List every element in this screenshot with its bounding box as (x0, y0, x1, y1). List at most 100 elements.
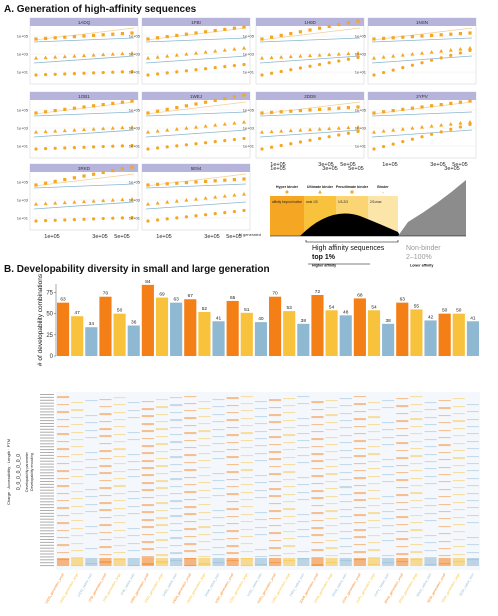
marker-square (101, 33, 105, 37)
bar-value-label: 63 (60, 297, 66, 303)
marker-circle (449, 127, 453, 131)
marker-circle (260, 147, 264, 151)
heatmap-cell (141, 401, 154, 403)
heatmap-cell (240, 447, 253, 449)
heatmap-cell (311, 475, 324, 477)
heatmap-cell (155, 443, 169, 445)
heatmap-cell (424, 557, 437, 559)
heatmap-cell (438, 474, 451, 476)
heatmap-cell (297, 551, 310, 553)
y-tick-label: 1e+01 (17, 144, 29, 149)
heatmap-cell (57, 470, 70, 472)
heatmap-cell (113, 471, 126, 473)
heatmap-cell (452, 413, 465, 415)
marker-triangle (400, 127, 405, 131)
heatmap-cell (283, 464, 296, 466)
marker-circle (165, 71, 169, 75)
marker-triangle (72, 54, 77, 58)
heatmap-cell (353, 507, 366, 509)
encoding-row-label (40, 501, 54, 503)
encoding-row-label (40, 405, 54, 407)
heatmap-cell (410, 418, 423, 420)
marker-triangle (62, 54, 67, 59)
encoding-row-label (40, 541, 54, 543)
heatmap-cell (127, 528, 140, 530)
marker-triangle (155, 201, 160, 205)
heatmap-cell (466, 441, 479, 443)
marker-circle (194, 214, 198, 218)
heatmap-cell (269, 488, 282, 490)
marker-square (372, 111, 376, 115)
heatmap-cell (113, 545, 126, 547)
marker-circle (146, 219, 150, 223)
y-tick-label: 1e+01 (17, 70, 29, 75)
heatmap-cell (353, 514, 366, 516)
marker-square (223, 97, 227, 101)
heatmap-cell (226, 552, 239, 554)
x-tick-label: 1e+05 (382, 162, 397, 168)
subplot-title: 1FBI (191, 20, 201, 25)
heatmap-cell (382, 437, 395, 439)
heatmap-cell (396, 538, 409, 540)
heatmap-cell (99, 421, 112, 423)
marker-triangle (317, 53, 322, 57)
marker-triangle (174, 199, 179, 203)
heatmap-cell (382, 400, 395, 402)
marker-square (72, 106, 76, 110)
bar-1OB1_generation_large (240, 312, 253, 356)
marker-circle (232, 209, 236, 214)
heatmap-cell (283, 398, 296, 400)
heatmap-cell (57, 522, 70, 524)
heatmap-cell (71, 461, 84, 463)
heatmap-cell (269, 547, 282, 549)
heatmap-cell (184, 477, 197, 479)
heatmap-cell (283, 523, 296, 525)
heatmap-cell (184, 432, 197, 434)
x-tick-label: 5e+05 (452, 162, 467, 168)
heatmap-cell (141, 557, 154, 559)
heatmap-cell (254, 558, 267, 566)
heatmap-cell (212, 558, 225, 566)
marker-triangle (155, 129, 160, 133)
heatmap-cell (283, 494, 296, 496)
heatmap-cell (240, 543, 253, 545)
marker-triangle (53, 55, 58, 59)
heatmap-cell (339, 509, 352, 511)
bar-2DD8_generation_large (325, 310, 338, 356)
heatmap-cell (99, 428, 112, 430)
marker-triangle (91, 127, 96, 131)
heatmap-cell (155, 502, 169, 504)
heatmap-cell (113, 486, 126, 488)
heatmap-cell (99, 429, 112, 431)
heatmap-cell (396, 443, 409, 445)
encoding-row-label (40, 489, 54, 491)
marker-triangle (458, 121, 463, 125)
top-percent-label: top 1% (312, 254, 336, 261)
heatmap-cell (367, 476, 381, 478)
y-tick-label: 1e+01 (355, 70, 367, 75)
heatmap-cell (325, 414, 338, 416)
marker-circle (356, 55, 360, 60)
marker-triangle (448, 122, 453, 126)
heatmap-cell (198, 519, 211, 521)
marker-square (298, 30, 302, 34)
heatmap-cell (367, 527, 381, 529)
heatmap-cell (184, 410, 197, 412)
heatmap-cell (57, 448, 70, 450)
marker-triangle (184, 198, 189, 202)
heatmap-cell (410, 492, 423, 494)
marker-circle (63, 72, 67, 76)
subplot-title: 2DD8 (304, 94, 316, 99)
heatmap-cell (269, 511, 282, 513)
marker-square (120, 32, 124, 36)
bar-1OB1_native_train (254, 322, 268, 356)
marker-triangle (53, 201, 58, 205)
heatmap-cell (339, 538, 352, 540)
marker-triangle (420, 51, 424, 55)
y-tick-label: 1e+05 (17, 180, 29, 185)
marker-circle (34, 147, 38, 151)
heatmap-cell (99, 413, 112, 415)
heatmap-cell (99, 472, 112, 474)
encoding-row-label (40, 518, 54, 520)
heatmap-cell (325, 540, 338, 542)
